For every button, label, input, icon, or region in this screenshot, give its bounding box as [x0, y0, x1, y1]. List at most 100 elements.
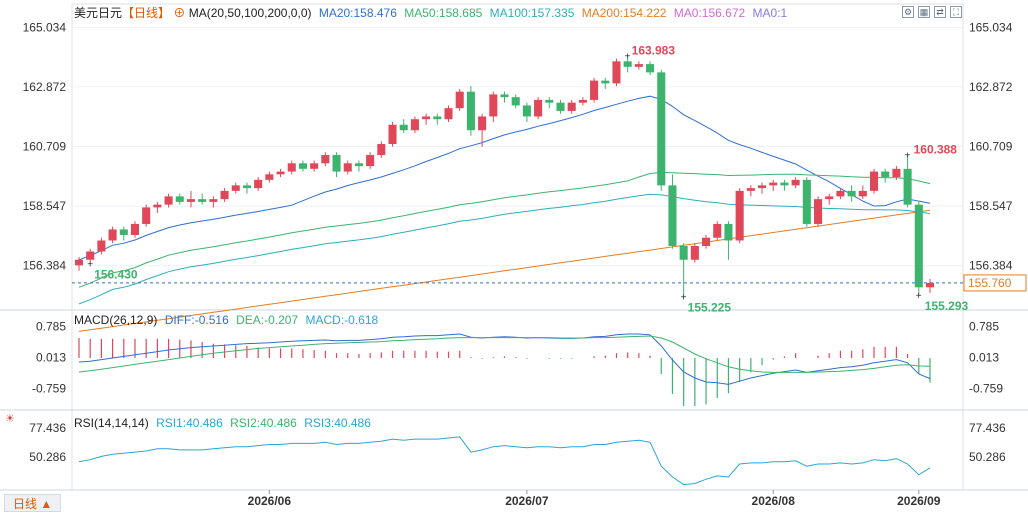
axis-labels: 165.034 165.034 162.872 162.872 160.709 160.7…: [23, 20, 1027, 508]
candle-body: [287, 163, 296, 172]
candle-body: [746, 188, 755, 191]
candle-body: [556, 102, 565, 111]
last-price-box: [963, 274, 1027, 292]
candle-body: [231, 185, 240, 191]
candle-body: [836, 190, 845, 197]
ma20-value: MA20:158.476: [318, 6, 397, 20]
macd-legend: MACD(26,12,9) DIFF:-0.516 DEA:-0.207 MAC…: [74, 313, 378, 327]
candle-body: [735, 190, 744, 241]
extreme-marker: +: [87, 259, 93, 270]
macd-diff-value: DIFF:-0.516: [164, 313, 229, 327]
candle-body: [869, 171, 879, 191]
rsi1-value: RSI1:40.486: [156, 416, 223, 430]
candle-body: [198, 199, 207, 202]
candle-body: [254, 179, 263, 189]
ma20-line: [78, 95, 931, 261]
candle-body: [130, 223, 140, 235]
candle-body: [265, 174, 274, 180]
macd-dea-value: DEA:-0.207: [236, 313, 299, 327]
compare-icon[interactable]: ⇄: [934, 6, 946, 18]
macd-tick-right: 0.785: [969, 320, 999, 334]
fullscreen-icon[interactable]: ⛶: [950, 6, 962, 18]
grid-lines: [0, 3, 1028, 494]
price-tick-right: 165.034: [969, 20, 1013, 34]
price-annotations: +163.983+156.430+155.225+ 160.388+155.293: [87, 43, 968, 314]
period-selector-button[interactable]: 日线 ▲: [4, 494, 62, 512]
price-tick-left: 162.872: [23, 80, 67, 94]
candle-body: [433, 116, 442, 120]
candle-body: [634, 64, 643, 67]
extreme-marker: +: [905, 150, 911, 161]
candle-body: [175, 196, 184, 202]
candle-body: [399, 124, 408, 131]
price-tick-left: 160.709: [23, 140, 67, 154]
price-tick-left: 156.384: [23, 259, 67, 273]
candle-body: [444, 108, 453, 120]
last-price-label: 155.760: [968, 276, 1012, 290]
candle-body: [500, 94, 509, 98]
period-label[interactable]: 【日线】: [122, 6, 171, 20]
ma-params[interactable]: MA(20,50,100,200,0,0): [188, 6, 312, 20]
rsi3-value: RSI3:40.486: [304, 416, 371, 430]
ma200-value: MA200:154.222: [581, 6, 667, 20]
ma50-value: MA50:158.685: [404, 6, 483, 20]
macd-panel: [78, 333, 931, 406]
rsi-params[interactable]: RSI(14,14,14): [74, 416, 149, 430]
candle-body: [74, 259, 84, 266]
price-tick-left: 165.034: [23, 20, 67, 34]
candle-body: [881, 171, 890, 178]
extreme-marker: +: [625, 51, 631, 62]
extreme-label: 156.430: [94, 267, 138, 281]
candle-body: [410, 119, 419, 131]
candle-body: [388, 124, 397, 145]
candle-body: [466, 91, 475, 131]
candle-body: [310, 163, 319, 169]
candle-body: [242, 185, 251, 189]
candle-body: [780, 182, 789, 186]
candle-body: [758, 185, 767, 189]
rsi-tick-right: 50.286: [969, 450, 1006, 464]
candlestick-series: [74, 56, 935, 298]
candle-body: [668, 185, 677, 246]
candle-body: [164, 196, 173, 205]
candle-body: [343, 163, 352, 172]
extreme-label: 155.293: [925, 299, 969, 313]
candle-body: [925, 282, 935, 288]
candle-body: [209, 199, 218, 202]
candle-body: [601, 80, 610, 84]
symbol-name: 美元日元: [74, 6, 123, 20]
moving-average-lines: [72, 95, 963, 332]
candle-body: [914, 204, 923, 288]
candle-body: [545, 99, 554, 103]
settings-icon[interactable]: ⚙: [902, 6, 914, 18]
macd-tick-left: 0.785: [36, 320, 66, 334]
price-tick-right: 160.709: [969, 140, 1013, 154]
extreme-label: 160.388: [914, 142, 958, 156]
ma50-line: [78, 171, 931, 288]
adjust-icon[interactable]: ⊕: [173, 6, 186, 20]
chart-icon[interactable]: ▦: [918, 6, 930, 18]
candle-body: [657, 72, 666, 186]
macd-params[interactable]: MACD(26,12,9): [74, 313, 158, 327]
ma200-line: [78, 209, 931, 332]
candle-body: [186, 199, 196, 202]
candle-body: [298, 163, 307, 169]
candle-body: [858, 190, 867, 197]
extreme-marker: +: [681, 293, 687, 304]
x-axis-label: 2026/07: [505, 494, 549, 508]
candle-body: [97, 240, 106, 252]
indicator-settings-icon[interactable]: ☀: [5, 413, 15, 425]
rsi-panel: [78, 436, 931, 486]
candle-body: [769, 182, 778, 186]
candle-body: [646, 64, 655, 73]
candle-body: [332, 155, 341, 172]
macd-tick-left: 0.013: [36, 350, 66, 364]
candle-body: [802, 179, 811, 224]
ma100-value: MA100:157.335: [489, 6, 575, 20]
candle-body: [422, 116, 431, 120]
rsi-tick-right: 77.436: [969, 421, 1006, 435]
candle-body: [220, 190, 229, 200]
ma100-line: [78, 193, 931, 305]
candle-body: [567, 102, 576, 111]
